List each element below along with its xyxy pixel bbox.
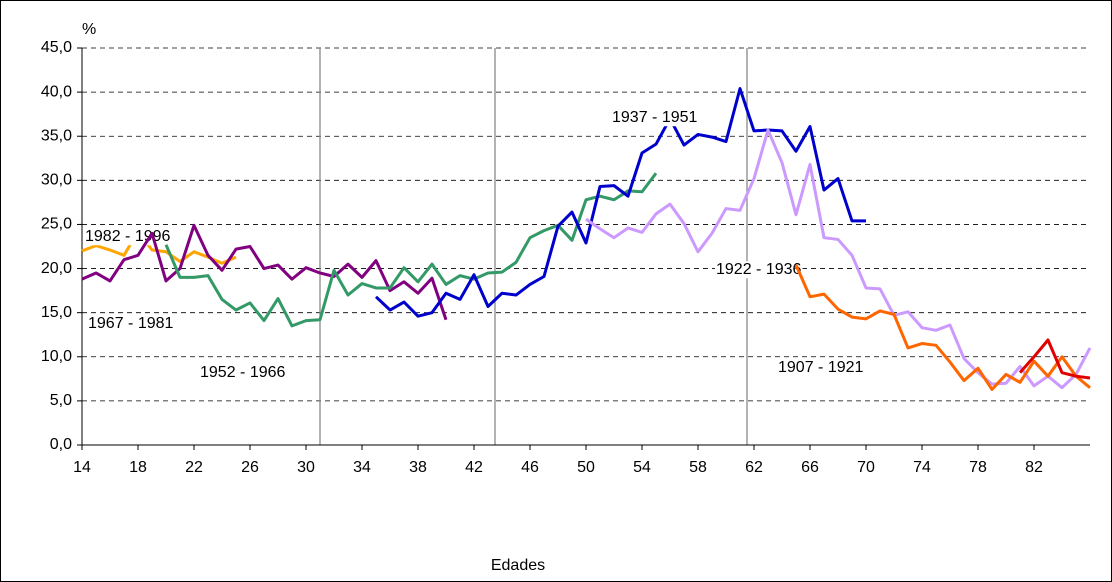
x-tick-label: 50	[577, 459, 595, 476]
x-tick-label: 70	[857, 459, 875, 476]
x-tick-label: 18	[129, 459, 147, 476]
series-line	[374, 87, 866, 318]
series-label: 1952 - 1966	[200, 364, 286, 381]
x-tick-label: 66	[801, 459, 819, 476]
y-tick-label: 20,0	[41, 260, 72, 277]
y-tick-label: 45,0	[41, 39, 72, 56]
series-label-bg	[199, 364, 287, 382]
series-label-bg	[87, 315, 175, 333]
y-tick-label: 35,0	[41, 127, 72, 144]
series-label-bg	[777, 359, 865, 377]
series-label: 1937 - 1951	[612, 109, 698, 126]
x-tick-label: 54	[633, 459, 651, 476]
x-tick-label: 58	[689, 459, 707, 476]
y-tick-label: 5,0	[50, 392, 72, 409]
x-tick-label: 26	[241, 459, 259, 476]
x-tick-label: 42	[465, 459, 483, 476]
series-line	[81, 223, 448, 321]
y-tick-label: 30,0	[41, 172, 72, 189]
series-label: 1982 - 1996	[85, 228, 171, 245]
y-tick-label: 15,0	[41, 304, 72, 321]
x-tick-label: 38	[409, 459, 427, 476]
series-line	[1018, 338, 1091, 380]
series-label: 1907 - 1921	[778, 359, 864, 376]
series-label-bg	[715, 261, 803, 279]
y-tick-label: 0,0	[50, 436, 72, 453]
series-label-bg	[611, 109, 699, 127]
series-label: 1967 - 1981	[88, 315, 174, 332]
x-tick-label: 34	[353, 459, 371, 476]
y-tick-label: 25,0	[41, 216, 72, 233]
y-tick-label: 40,0	[41, 83, 72, 100]
x-tick-label: 62	[745, 459, 763, 476]
x-tick-label: 82	[1025, 459, 1043, 476]
series-line	[585, 128, 1092, 390]
x-tick-label: 46	[521, 459, 539, 476]
series-line	[164, 172, 658, 328]
series-label: 1922 - 1936	[716, 261, 802, 278]
series-line	[794, 264, 1091, 391]
x-tick-label: 74	[913, 459, 931, 476]
x-tick-label: 22	[185, 459, 203, 476]
y-tick-label: 10,0	[41, 348, 72, 365]
x-axis-label: Edades	[491, 557, 545, 574]
y-axis-label: %	[82, 21, 96, 38]
series-label-bg	[84, 228, 172, 246]
x-tick-label: 30	[297, 459, 315, 476]
x-tick-label: 14	[73, 459, 91, 476]
x-tick-label: 78	[969, 459, 987, 476]
